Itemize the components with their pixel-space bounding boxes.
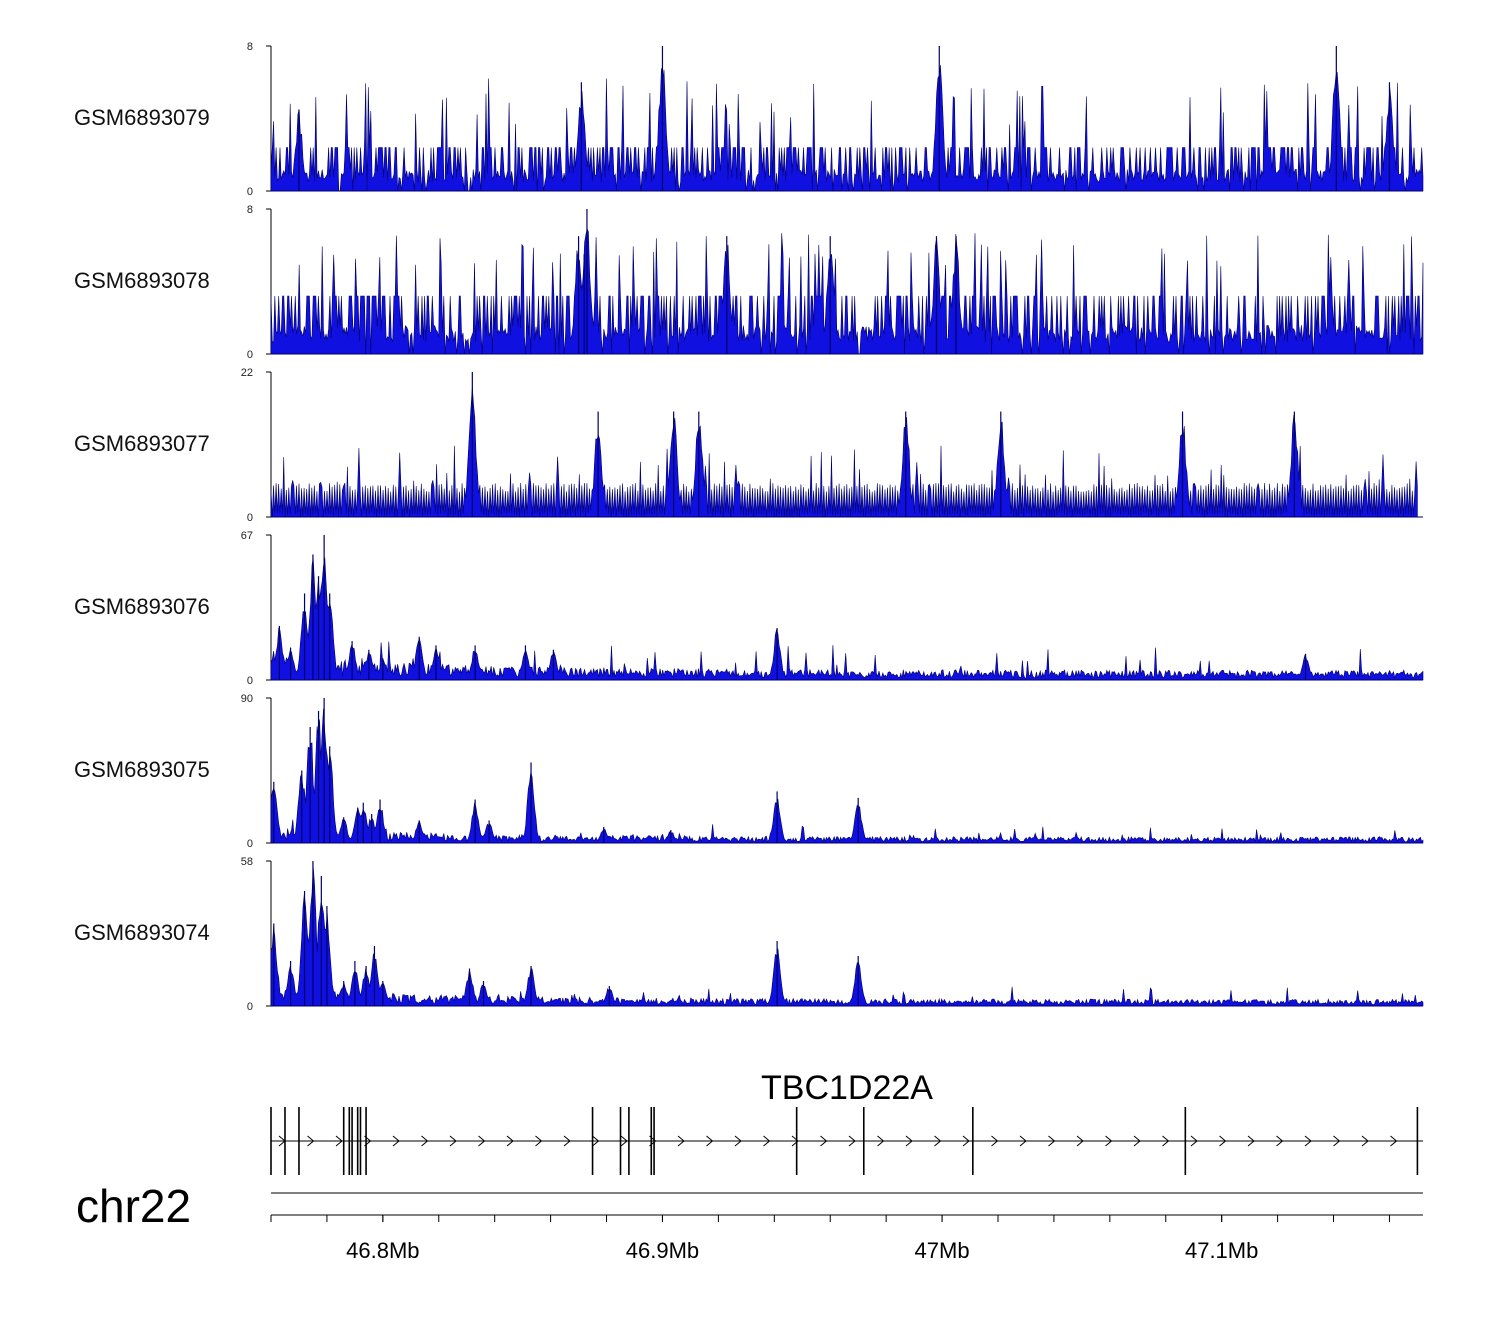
strand-arrow [791, 1135, 799, 1147]
track-GSM6893078: GSM6893078 8 0 [74, 204, 1424, 361]
strand-arrow [1019, 1135, 1027, 1147]
strand-arrow [848, 1135, 856, 1147]
coverage-area [270, 708, 1424, 844]
strand-arrow [734, 1135, 742, 1147]
strand-arrow [563, 1135, 571, 1147]
track-label: GSM6893077 [74, 431, 210, 456]
x-axis-ticks: 46.8Mb 46.9Mb 47Mb 47.1Mb [270, 1215, 1390, 1263]
strand-arrow [706, 1135, 714, 1147]
strand-arrow [1133, 1135, 1141, 1147]
strand-arrow [820, 1135, 828, 1147]
x-tick-label: 46.9Mb [626, 1238, 699, 1263]
strand-arrow [1390, 1135, 1398, 1147]
track-GSM6893076: GSM6893076 67 0 [74, 530, 1424, 687]
strand-arrow [449, 1135, 457, 1147]
strand-arrow [934, 1135, 942, 1147]
strand-arrow [991, 1135, 999, 1147]
track-label: GSM6893078 [74, 268, 210, 293]
track-label: GSM6893076 [74, 594, 210, 619]
coverage-area [270, 387, 1418, 518]
coverage-tracks: GSM689307980GSM689307880GSM6893077220GSM… [74, 41, 1424, 1013]
track-label: GSM6893079 [74, 105, 210, 130]
strand-arrow [592, 1135, 600, 1147]
strand-arrow [1247, 1135, 1255, 1147]
strand-arrow [478, 1135, 486, 1147]
y-tick-label-max: 22 [241, 367, 253, 379]
track-label: GSM6893074 [74, 920, 210, 945]
y-tick-label-max: 58 [241, 856, 253, 868]
strand-arrow [392, 1135, 400, 1147]
strand-arrow [877, 1135, 885, 1147]
strand-arrow [763, 1135, 771, 1147]
y-tick-label-min: 0 [247, 186, 253, 198]
y-tick-label-min: 0 [247, 1001, 253, 1013]
x-tick-label: 47Mb [915, 1238, 970, 1263]
y-tick-label-max: 90 [241, 693, 253, 705]
y-tick-label-min: 0 [247, 675, 253, 687]
strand-arrow [1048, 1135, 1056, 1147]
y-tick-label-min: 0 [247, 838, 253, 850]
strand-arrow [506, 1135, 514, 1147]
strand-arrow [1304, 1135, 1312, 1147]
track-label: GSM6893075 [74, 757, 210, 782]
x-tick-label: 46.8Mb [346, 1238, 419, 1263]
strand-arrow [1333, 1135, 1341, 1147]
strand-arrow [535, 1135, 543, 1147]
coverage-area [270, 866, 1424, 1007]
strand-arrow [620, 1135, 628, 1147]
y-tick-label-min: 0 [247, 512, 253, 524]
strand-arrow [307, 1135, 315, 1147]
chromosome-label: chr22 [76, 1180, 191, 1232]
y-tick-label-max: 8 [247, 41, 253, 53]
strand-arrow [421, 1135, 429, 1147]
strand-arrow [905, 1135, 913, 1147]
coverage-area [270, 557, 1424, 681]
strand-arrow [677, 1135, 685, 1147]
coverage-area [270, 227, 1424, 355]
strand-arrow [335, 1135, 343, 1147]
track-GSM6893079: GSM6893079 8 0 [74, 41, 1424, 198]
coverage-area [270, 65, 1424, 192]
genome-axis: chr22 46.8Mb 46.9Mb 47Mb 47.1Mb [76, 1180, 1423, 1263]
strand-arrow [962, 1135, 970, 1147]
strand-arrow [1190, 1135, 1198, 1147]
strand-arrow [1276, 1135, 1284, 1147]
gene-model-TBC1D22A [270, 1107, 1423, 1175]
strand-arrow [1076, 1135, 1084, 1147]
gene-track: TBC1D22A [270, 1069, 1423, 1175]
track-GSM6893077: GSM6893077 22 0 [74, 367, 1423, 524]
strand-arrow [1361, 1135, 1369, 1147]
strand-arrow [1105, 1135, 1113, 1147]
track-GSM6893075: GSM6893075 90 0 [74, 693, 1424, 850]
y-tick-label-min: 0 [247, 349, 253, 361]
y-tick-label-max: 67 [241, 530, 253, 542]
x-tick-label: 47.1Mb [1185, 1238, 1258, 1263]
strand-arrow [1162, 1135, 1170, 1147]
y-tick-label-max: 8 [247, 204, 253, 216]
gene-name-label: TBC1D22A [761, 1069, 933, 1107]
strand-arrow [1219, 1135, 1227, 1147]
track-GSM6893074: GSM6893074 58 0 [74, 856, 1424, 1013]
